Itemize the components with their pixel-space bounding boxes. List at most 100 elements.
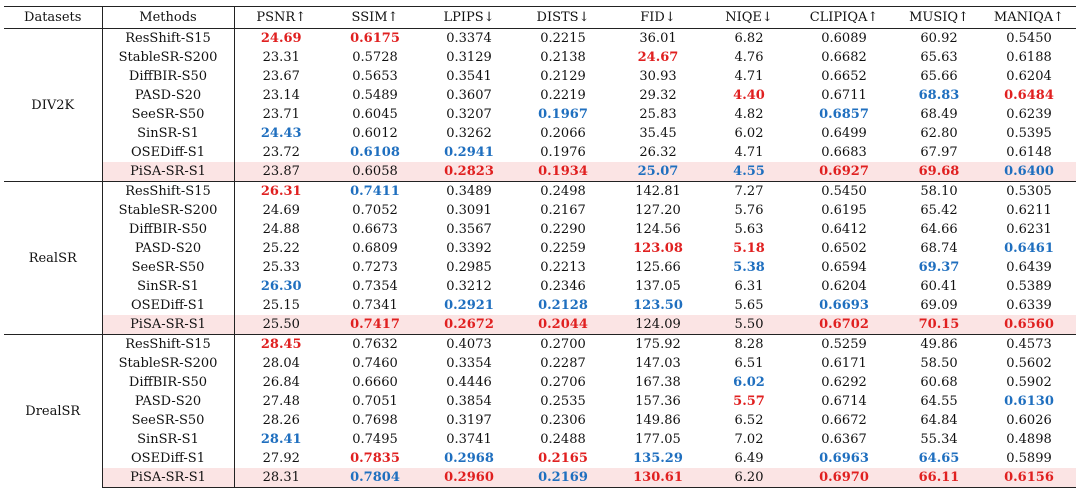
method-name: DiffBIR-S50 bbox=[102, 373, 235, 392]
psnr-value: 25.33 bbox=[262, 260, 300, 275]
method-name: SeeSR-S50 bbox=[102, 105, 235, 124]
clipiqa-value: 0.6502 bbox=[821, 241, 867, 256]
niqe-value: 4.55 bbox=[706, 162, 792, 182]
musiq-value: 58.50 bbox=[920, 356, 958, 371]
niqe-value: 4.71 bbox=[734, 145, 764, 160]
clipiqa-value: 0.6367 bbox=[821, 432, 867, 447]
dists-value: 0.2290 bbox=[540, 222, 586, 237]
table-row: DiffBIR-S50 23.67 0.5653 0.3541 0.2129 30.93 4… bbox=[4, 67, 1076, 86]
clipiqa-value: 0.6714 bbox=[821, 394, 867, 409]
dists-value: 0.2535 bbox=[540, 394, 586, 409]
method-name: PASD-S20 bbox=[102, 392, 235, 411]
ssim-value: 0.6673 bbox=[352, 222, 398, 237]
table-row: StableSR-S200 24.69 0.7052 0.3091 0.2167 127.… bbox=[4, 201, 1076, 220]
header-niqe: NIQE↓ bbox=[706, 6, 792, 29]
dists-value: 0.2165 bbox=[538, 451, 588, 466]
lpips-value: 0.3567 bbox=[446, 222, 492, 237]
niqe-value: 8.28 bbox=[706, 334, 792, 354]
maniqa-value: 0.6188 bbox=[1006, 50, 1052, 65]
niqe-value: 4.40 bbox=[733, 88, 765, 103]
niqe-value: 5.38 bbox=[733, 260, 765, 275]
clipiqa-value: 0.6499 bbox=[821, 126, 867, 141]
psnr-value: 27.92 bbox=[262, 451, 300, 466]
lpips-value: 0.3374 bbox=[422, 28, 516, 48]
psnr-value: 25.50 bbox=[234, 315, 328, 335]
ssim-value: 0.7341 bbox=[352, 298, 398, 313]
psnr-value: 28.04 bbox=[262, 356, 300, 371]
lpips-value: 0.2823 bbox=[422, 162, 516, 182]
table-body: DIV2K ResShift-S15 24.69 0.6175 0.3374 0.2215… bbox=[4, 28, 1076, 488]
fid-value: 175.92 bbox=[610, 334, 706, 354]
fid-value: 124.09 bbox=[610, 315, 706, 335]
dataset-label: DIV2K bbox=[4, 28, 103, 182]
clipiqa-value: 0.6927 bbox=[792, 162, 896, 182]
maniqa-value: 0.6400 bbox=[982, 162, 1076, 182]
dists-value: 0.2706 bbox=[540, 375, 586, 390]
results-table: Datasets Methods PSNR↑ SSIM↑ LPIPS↓ DIST… bbox=[4, 6, 1076, 488]
musiq-value: 69.68 bbox=[896, 162, 982, 182]
ssim-value: 0.7632 bbox=[328, 334, 422, 354]
table-row: PiSA-SR-S1 25.50 0.7417 0.2672 0.2044 124.09 5… bbox=[4, 315, 1076, 335]
dists-value: 0.2219 bbox=[540, 88, 586, 103]
fid-value: 25.83 bbox=[639, 107, 677, 122]
maniqa-value: 0.4573 bbox=[982, 334, 1076, 354]
dists-value: 0.2700 bbox=[516, 334, 610, 354]
table-row: DIV2K ResShift-S15 24.69 0.6175 0.3374 0.2215… bbox=[4, 28, 1076, 182]
ssim-value: 0.7273 bbox=[352, 260, 398, 275]
fid-value: 147.03 bbox=[635, 356, 681, 371]
ssim-value: 0.7411 bbox=[328, 181, 422, 201]
header-lpips: LPIPS↓ bbox=[422, 6, 516, 29]
musiq-value: 55.34 bbox=[920, 432, 958, 447]
musiq-value: 58.10 bbox=[896, 181, 982, 201]
clipiqa-value: 0.6292 bbox=[821, 375, 867, 390]
niqe-value: 4.76 bbox=[734, 50, 764, 65]
psnr-value: 28.26 bbox=[262, 413, 300, 428]
niqe-value: 6.52 bbox=[734, 413, 764, 428]
maniqa-value: 0.6339 bbox=[1006, 298, 1052, 313]
psnr-value: 25.15 bbox=[262, 298, 300, 313]
niqe-value: 7.02 bbox=[734, 432, 764, 447]
maniqa-value: 0.5305 bbox=[982, 181, 1076, 201]
maniqa-value: 0.6148 bbox=[1006, 145, 1052, 160]
maniqa-value: 0.6239 bbox=[1006, 107, 1052, 122]
lpips-value: 0.3262 bbox=[446, 126, 492, 141]
musiq-value: 65.42 bbox=[920, 203, 958, 218]
musiq-value: 65.66 bbox=[920, 69, 958, 84]
method-name: PASD-S20 bbox=[102, 239, 235, 258]
method-name: DiffBIR-S50 bbox=[102, 67, 235, 86]
niqe-value: 5.65 bbox=[734, 298, 764, 313]
clipiqa-value: 0.6652 bbox=[821, 69, 867, 84]
dists-value: 0.2128 bbox=[538, 298, 588, 313]
clipiqa-value: 0.6683 bbox=[821, 145, 867, 160]
musiq-value: 69.37 bbox=[918, 260, 960, 275]
dists-value: 0.1934 bbox=[516, 162, 610, 182]
ssim-value: 0.6809 bbox=[352, 241, 398, 256]
fid-value: 25.07 bbox=[610, 162, 706, 182]
psnr-value: 24.69 bbox=[262, 203, 300, 218]
ssim-value: 0.7052 bbox=[352, 203, 398, 218]
dists-value: 0.2259 bbox=[540, 241, 586, 256]
method-name: PASD-S20 bbox=[102, 86, 235, 105]
musiq-value: 49.86 bbox=[896, 334, 982, 354]
ssim-value: 0.6108 bbox=[350, 145, 400, 160]
method-name: OSEDiff-S1 bbox=[102, 143, 235, 162]
ssim-value: 0.5728 bbox=[352, 50, 398, 65]
header-maniqa: MANIQA↑ bbox=[982, 6, 1076, 29]
method-name: StableSR-S200 bbox=[102, 354, 235, 373]
maniqa-value: 0.6461 bbox=[1004, 241, 1054, 256]
clipiqa-value: 0.6171 bbox=[821, 356, 867, 371]
table-row: PASD-S20 27.48 0.7051 0.3854 0.2535 157.36 5.5… bbox=[4, 392, 1076, 411]
psnr-value: 24.88 bbox=[262, 222, 300, 237]
table-row: OSEDiff-S1 23.72 0.6108 0.2941 0.1976 26.32 4.… bbox=[4, 143, 1076, 162]
method-name: ResShift-S15 bbox=[102, 181, 235, 201]
table-row: RealSR ResShift-S15 26.31 0.7411 0.3489 0.249… bbox=[4, 181, 1076, 335]
psnr-value: 27.48 bbox=[262, 394, 300, 409]
table-row: OSEDiff-S1 27.92 0.7835 0.2968 0.2165 135.29 6… bbox=[4, 449, 1076, 468]
method-name: PiSA-SR-S1 bbox=[102, 315, 235, 335]
maniqa-value: 0.5450 bbox=[982, 28, 1076, 48]
niqe-value: 6.20 bbox=[706, 468, 792, 488]
maniqa-value: 0.6204 bbox=[1006, 69, 1052, 84]
dists-value: 0.2488 bbox=[540, 432, 586, 447]
lpips-value: 0.3091 bbox=[446, 203, 492, 218]
lpips-value: 0.3354 bbox=[446, 356, 492, 371]
